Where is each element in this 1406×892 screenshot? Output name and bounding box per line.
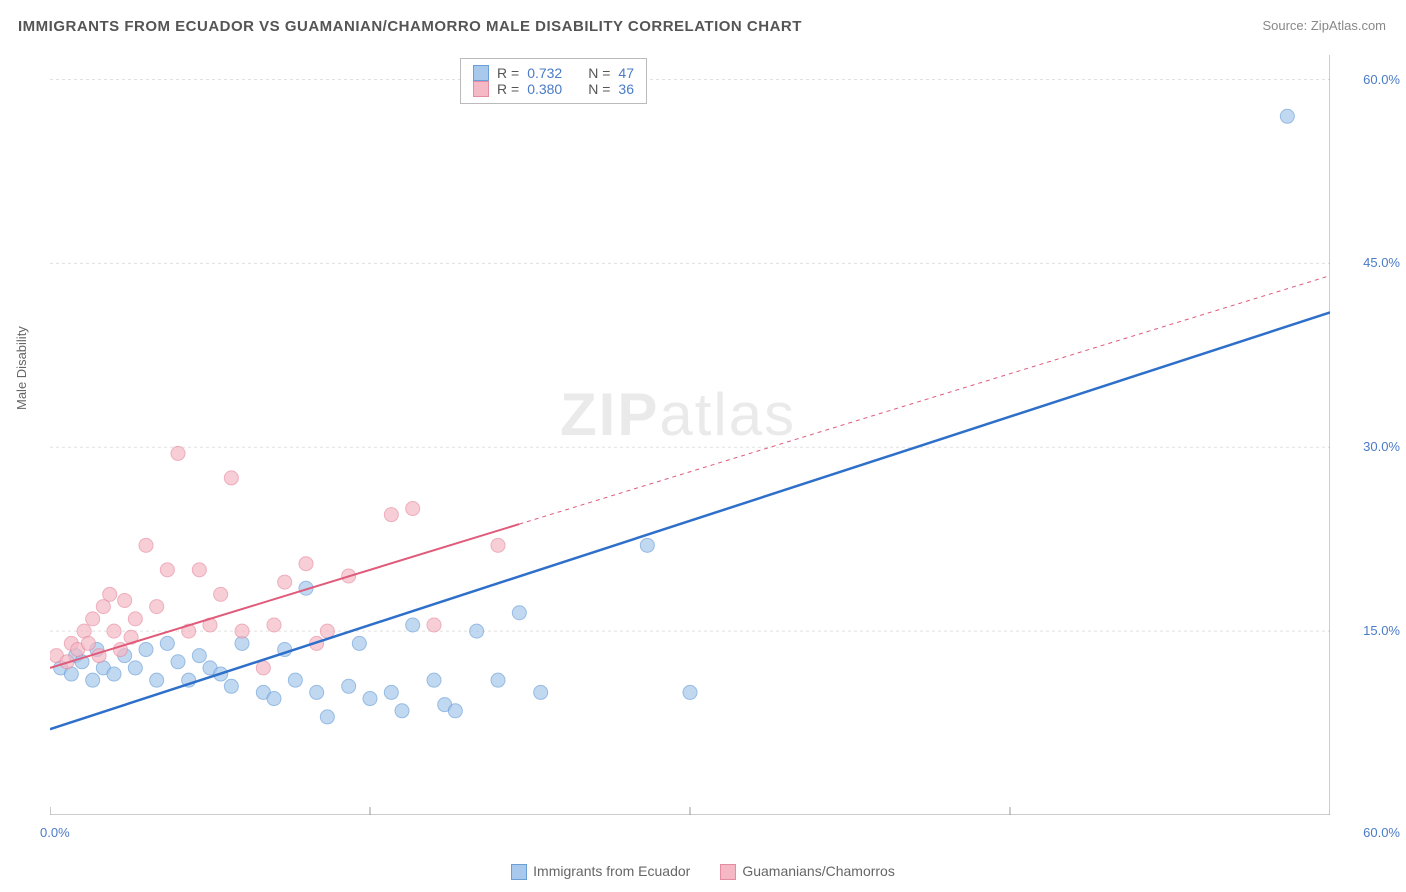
y-tick-label: 60.0% xyxy=(1363,72,1400,87)
legend-swatch xyxy=(511,864,527,880)
legend-r-value: 0.732 xyxy=(527,65,562,81)
legend-r-label: R = xyxy=(497,81,519,97)
scatter-plot xyxy=(50,55,1330,815)
legend-swatch xyxy=(473,81,489,97)
legend-r-label: R = xyxy=(497,65,519,81)
legend-n-label: N = xyxy=(588,81,610,97)
chart-area: 15.0%30.0%45.0%60.0%0.0%60.0% xyxy=(50,55,1330,815)
legend-n-value: 47 xyxy=(618,65,634,81)
legend-n-value: 36 xyxy=(618,81,634,97)
y-tick-label: 15.0% xyxy=(1363,623,1400,638)
legend-item: Guamanians/Chamorros xyxy=(720,863,895,880)
y-tick-label: 45.0% xyxy=(1363,255,1400,270)
legend-swatch xyxy=(473,65,489,81)
correlation-legend: R = 0.732 N = 47 R = 0.380 N = 36 xyxy=(460,58,647,104)
chart-title: IMMIGRANTS FROM ECUADOR VS GUAMANIAN/CHA… xyxy=(18,18,802,35)
legend-r-value: 0.380 xyxy=(527,81,562,97)
legend-label: Guamanians/Chamorros xyxy=(742,863,895,879)
legend-swatch xyxy=(720,864,736,880)
legend-label: Immigrants from Ecuador xyxy=(533,863,690,879)
series-legend: Immigrants from Ecuador Guamanians/Chamor… xyxy=(0,863,1406,880)
source-attribution: Source: ZipAtlas.com xyxy=(1262,18,1386,33)
x-tick-label: 0.0% xyxy=(40,825,70,840)
legend-item: Immigrants from Ecuador xyxy=(511,863,690,880)
y-axis-label: Male Disability xyxy=(14,326,29,410)
x-tick-label: 60.0% xyxy=(1363,825,1400,840)
legend-n-label: N = xyxy=(588,65,610,81)
y-tick-label: 30.0% xyxy=(1363,439,1400,454)
